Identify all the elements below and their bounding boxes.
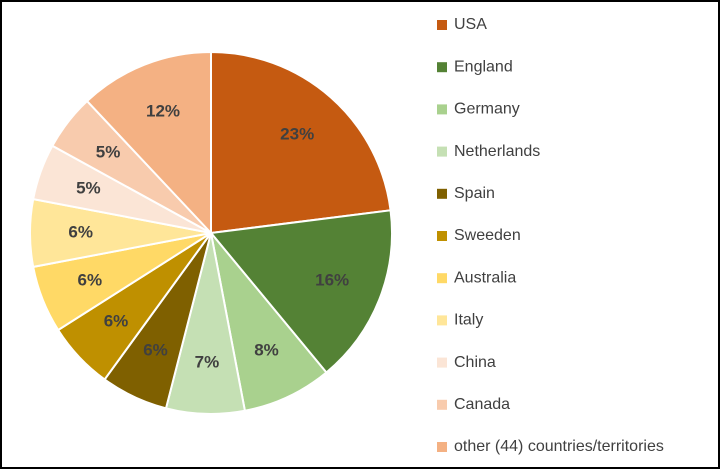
pie-slice xyxy=(210,50,392,235)
data-label: 8% xyxy=(254,340,279,359)
legend-label: USA xyxy=(454,16,487,33)
legend-label: Canada xyxy=(454,396,510,413)
data-label: 6% xyxy=(68,222,93,241)
data-label: 12% xyxy=(146,101,180,120)
data-label: 7% xyxy=(195,353,220,372)
legend-swatch xyxy=(437,62,447,73)
pie-slice xyxy=(210,232,328,412)
legend-label: Germany xyxy=(454,101,520,118)
data-label: 23% xyxy=(280,125,314,144)
data-label: 6% xyxy=(143,340,168,359)
legend-swatch xyxy=(437,315,447,326)
legend-label: other (44) countries/territories xyxy=(454,438,664,455)
pie-slice xyxy=(209,209,393,374)
legend-swatch xyxy=(437,357,447,368)
pie-slice xyxy=(85,50,212,236)
legend-label: Spain xyxy=(454,185,495,202)
data-label: 6% xyxy=(78,270,103,289)
data-label: 5% xyxy=(96,143,121,162)
legend-label: Australia xyxy=(454,269,516,286)
legend-swatch xyxy=(437,20,447,30)
legend-swatch xyxy=(437,399,447,410)
legend-swatch xyxy=(437,188,447,199)
legend-label: England xyxy=(454,58,513,75)
legend-swatch xyxy=(437,442,447,452)
legend-swatch xyxy=(437,146,447,157)
data-label: 5% xyxy=(76,178,101,197)
legend-swatch xyxy=(437,104,447,115)
legend-swatch xyxy=(437,231,447,241)
legend-label: Netherlands xyxy=(454,143,540,160)
data-label: 6% xyxy=(104,312,129,331)
legend-label: Italy xyxy=(454,312,483,329)
legend-swatch xyxy=(437,273,447,284)
legend-label: Sweeden xyxy=(454,227,521,244)
legend-label: China xyxy=(454,354,496,371)
data-label: 16% xyxy=(315,270,349,289)
